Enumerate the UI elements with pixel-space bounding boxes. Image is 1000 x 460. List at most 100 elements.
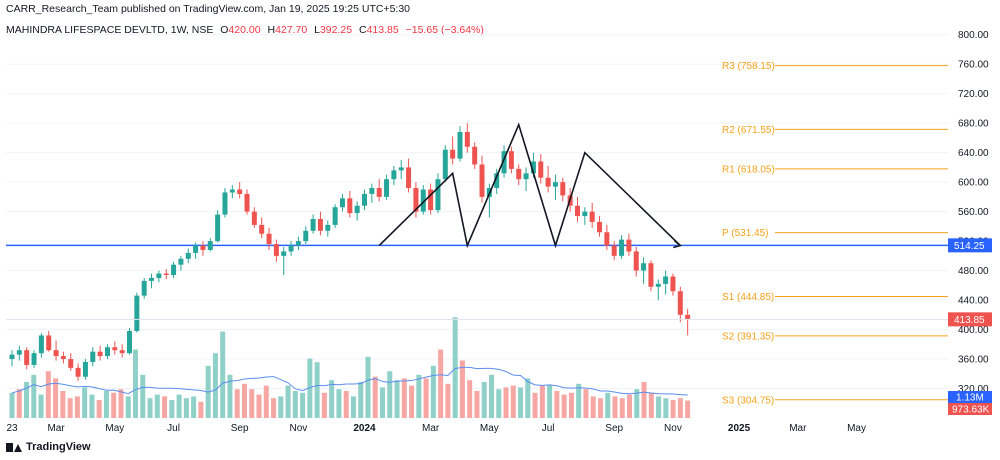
x-tick-label: Mar bbox=[422, 423, 440, 434]
candle-body bbox=[259, 224, 265, 234]
close-label: C bbox=[359, 24, 367, 36]
candle-body bbox=[119, 350, 125, 354]
volume-bar bbox=[169, 400, 175, 418]
volume-bar bbox=[467, 380, 473, 418]
support-price-tag bbox=[948, 238, 992, 253]
candle-body bbox=[325, 224, 331, 231]
candle-body bbox=[24, 350, 30, 365]
candle-body bbox=[75, 367, 81, 377]
x-tick-label: Nov bbox=[290, 423, 308, 434]
candle-body bbox=[16, 350, 22, 355]
candle-body bbox=[332, 207, 338, 225]
candle-body bbox=[303, 230, 309, 242]
pattern-line bbox=[378, 122, 681, 249]
volume-ma-label: 1.13M bbox=[956, 393, 984, 404]
y-tick-label: 560.00 bbox=[958, 207, 989, 218]
close-value: 413.85 bbox=[366, 24, 399, 36]
open-value: 420.00 bbox=[228, 24, 261, 36]
x-tick-label: Jul bbox=[542, 423, 555, 434]
volume-bar bbox=[147, 398, 153, 418]
low-label: L bbox=[314, 24, 320, 36]
volume-bar bbox=[133, 349, 139, 418]
candle-body bbox=[251, 211, 257, 225]
candle-body bbox=[450, 149, 456, 159]
candle-body bbox=[362, 193, 368, 206]
candle-body bbox=[626, 239, 632, 252]
footer-brand[interactable]: TradingView bbox=[6, 441, 91, 453]
volume-bar bbox=[568, 392, 574, 418]
candle-body bbox=[68, 359, 74, 368]
y-tick-label: 760.00 bbox=[958, 60, 989, 71]
volume-bar bbox=[67, 398, 73, 418]
volume-bar bbox=[547, 385, 553, 418]
volume-bar bbox=[329, 380, 335, 418]
volume-bar bbox=[271, 398, 277, 418]
candle-body bbox=[516, 168, 522, 180]
volume-bar bbox=[612, 396, 618, 418]
candle-body bbox=[648, 263, 654, 287]
candle-body bbox=[317, 219, 323, 231]
candle-body bbox=[141, 280, 147, 296]
y-tick-label: 640.00 bbox=[958, 148, 989, 159]
volume-bar bbox=[474, 391, 480, 418]
candle-body bbox=[207, 241, 213, 250]
x-tick-label: May bbox=[847, 423, 866, 434]
volume-bar bbox=[82, 387, 88, 418]
volume-bar bbox=[31, 374, 37, 418]
candle-body bbox=[574, 205, 580, 217]
candle-body bbox=[530, 161, 536, 174]
candle-body bbox=[354, 205, 360, 214]
candle-body bbox=[384, 179, 390, 197]
symbol-label[interactable]: MAHINDRA LIFESPACE DEVLTD, 1W, NSE bbox=[6, 24, 214, 36]
candle-body bbox=[457, 132, 463, 159]
volume-bar bbox=[336, 389, 342, 418]
volume-bar bbox=[154, 394, 160, 418]
candle-body bbox=[641, 263, 647, 271]
volume-bar bbox=[103, 391, 109, 418]
candle-body bbox=[60, 356, 66, 360]
pivot-label: S3 (304.75) bbox=[722, 395, 774, 406]
volume-bar bbox=[539, 385, 545, 418]
candle-body bbox=[295, 241, 301, 246]
volume-bar bbox=[627, 394, 633, 418]
candle-body bbox=[266, 233, 272, 245]
candle-body bbox=[494, 173, 500, 189]
candle-body bbox=[597, 221, 603, 233]
pivot-label: S1 (444.85) bbox=[722, 292, 774, 303]
pivot-label: R3 (758.15) bbox=[722, 61, 775, 72]
volume-bar bbox=[685, 400, 691, 418]
volume-bar bbox=[597, 398, 603, 418]
candle-body bbox=[582, 211, 588, 217]
change-value: −15.65 (−3.64%) bbox=[405, 24, 484, 36]
volume-bar bbox=[394, 380, 400, 418]
candle-body bbox=[420, 189, 426, 212]
candle-body bbox=[479, 164, 485, 197]
volume-bar bbox=[663, 398, 669, 418]
volume-bar bbox=[234, 389, 240, 418]
x-tick-label: 23 bbox=[6, 423, 18, 434]
candle-body bbox=[538, 161, 544, 178]
volume-bar bbox=[16, 389, 22, 418]
candle-body bbox=[185, 252, 191, 259]
high-value: 427.70 bbox=[275, 24, 308, 36]
pivot-label: R1 (618.05) bbox=[722, 164, 775, 175]
low-value: 392.25 bbox=[319, 24, 353, 36]
volume-bar bbox=[9, 392, 15, 418]
candle-body bbox=[552, 182, 558, 187]
pivot-label: P (531.45) bbox=[722, 228, 769, 239]
y-tick-label: 360.00 bbox=[958, 355, 989, 366]
y-tick-label: 720.00 bbox=[958, 89, 989, 100]
tradingview-logo-icon bbox=[6, 442, 22, 453]
x-tick-label: Mar bbox=[789, 423, 807, 434]
candle-body bbox=[281, 251, 287, 256]
volume-bar bbox=[249, 389, 255, 418]
volume-bar bbox=[648, 392, 654, 418]
candle-body bbox=[104, 347, 110, 357]
volume-bar bbox=[481, 382, 487, 418]
volume-bar bbox=[656, 396, 662, 418]
volume-bar bbox=[256, 394, 262, 418]
volume-bar bbox=[140, 374, 146, 418]
pivot-label: R2 (671.55) bbox=[722, 125, 775, 136]
volume-bar bbox=[60, 391, 66, 418]
